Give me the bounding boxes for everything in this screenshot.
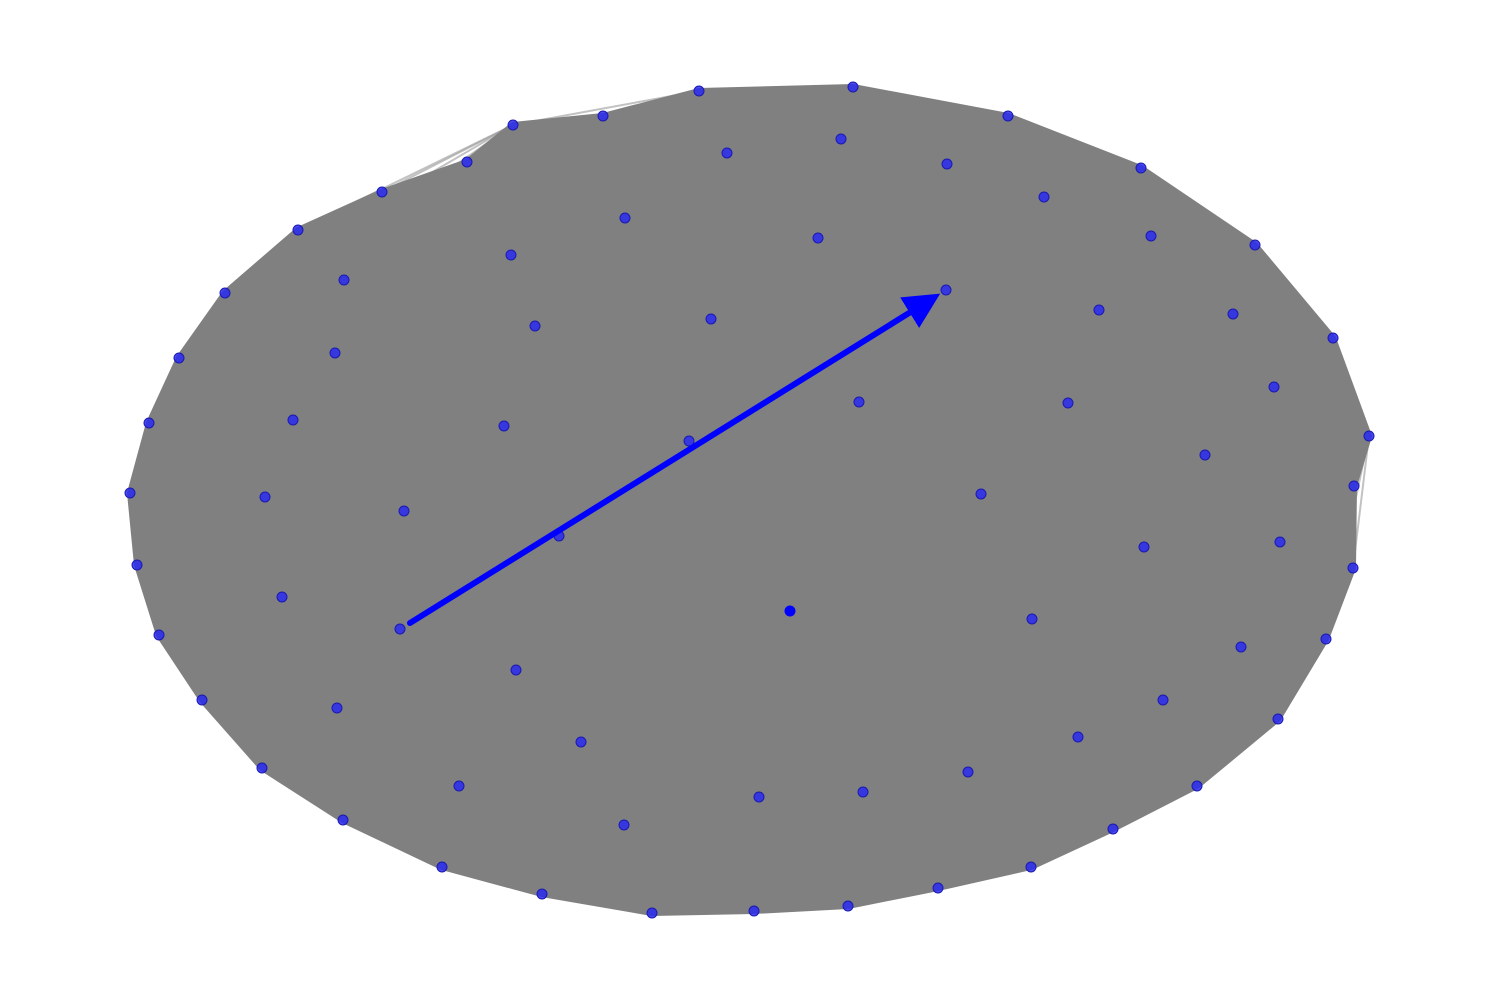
graph-node (338, 274, 350, 286)
graph-node (498, 420, 510, 432)
graph-node (1038, 191, 1050, 203)
graph-node (256, 762, 268, 774)
graph-node (505, 249, 517, 261)
graph-node (376, 186, 388, 198)
graph-node (705, 313, 717, 325)
graph-node (1268, 381, 1280, 393)
graph-node (276, 591, 288, 603)
graph-node (857, 786, 869, 798)
graph-node (394, 623, 406, 635)
graph-node (124, 487, 136, 499)
edge-line (381, 124, 514, 193)
graph-node (1227, 308, 1239, 320)
graph-node (1327, 332, 1339, 344)
graph-node (173, 352, 185, 364)
graph-node (1072, 731, 1084, 743)
graph-node (1157, 694, 1169, 706)
graph-node (1199, 449, 1211, 461)
graph-node (1274, 536, 1286, 548)
edge-mass-fill (127, 84, 1372, 916)
graph-node (835, 133, 847, 145)
graph-node (1320, 633, 1332, 645)
graph-node (219, 287, 231, 299)
nodes-layer (124, 81, 1375, 919)
center-node (784, 605, 796, 617)
graph-node (1348, 480, 1360, 492)
graph-node (812, 232, 824, 244)
graph-node (1272, 713, 1284, 725)
edge-mass (127, 84, 1372, 916)
graph-node (1002, 110, 1014, 122)
graph-node (853, 396, 865, 408)
graph-node (1093, 304, 1105, 316)
graph-node (153, 629, 165, 641)
graph-node (683, 435, 695, 447)
graph-node (337, 814, 349, 826)
graph-node (131, 559, 143, 571)
graph-node (510, 664, 522, 676)
graph-node (748, 905, 760, 917)
graph-node (287, 414, 299, 426)
graph-node (842, 900, 854, 912)
graph-node (721, 147, 733, 159)
graph-node (693, 85, 705, 97)
graph-node (575, 736, 587, 748)
graph-node (536, 888, 548, 900)
graph-node (1191, 780, 1203, 792)
graph-node (1363, 430, 1375, 442)
graph-node (329, 347, 341, 359)
graph-node (196, 694, 208, 706)
graph-node (1107, 823, 1119, 835)
graph-node (1062, 397, 1074, 409)
graph-node (461, 156, 473, 168)
graph-node (1249, 239, 1261, 251)
highlight-layer (407, 293, 941, 626)
graph-node (847, 81, 859, 93)
graph-node (453, 780, 465, 792)
graph-node (1026, 613, 1038, 625)
graph-node (619, 212, 631, 224)
graph-node (1235, 641, 1247, 653)
graph-node (259, 491, 271, 503)
graph-node (646, 907, 658, 919)
graph-node (1145, 230, 1157, 242)
graph-node (618, 819, 630, 831)
graph-node (1025, 861, 1037, 873)
graph-node (1135, 162, 1147, 174)
graph-node (597, 110, 609, 122)
graph-node (932, 882, 944, 894)
graph-node (975, 488, 987, 500)
highlighted-edge (407, 293, 941, 626)
graph-node (507, 119, 519, 131)
graph-node (292, 224, 304, 236)
graph-node (941, 158, 953, 170)
graph-node (1347, 562, 1359, 574)
graph-node (753, 791, 765, 803)
graph-node (940, 284, 952, 296)
graph-node (436, 861, 448, 873)
graph-node (1138, 541, 1150, 553)
graph-node (331, 702, 343, 714)
graph-node (962, 766, 974, 778)
graph-node (529, 320, 541, 332)
graph-node (398, 505, 410, 517)
graph-node (143, 417, 155, 429)
